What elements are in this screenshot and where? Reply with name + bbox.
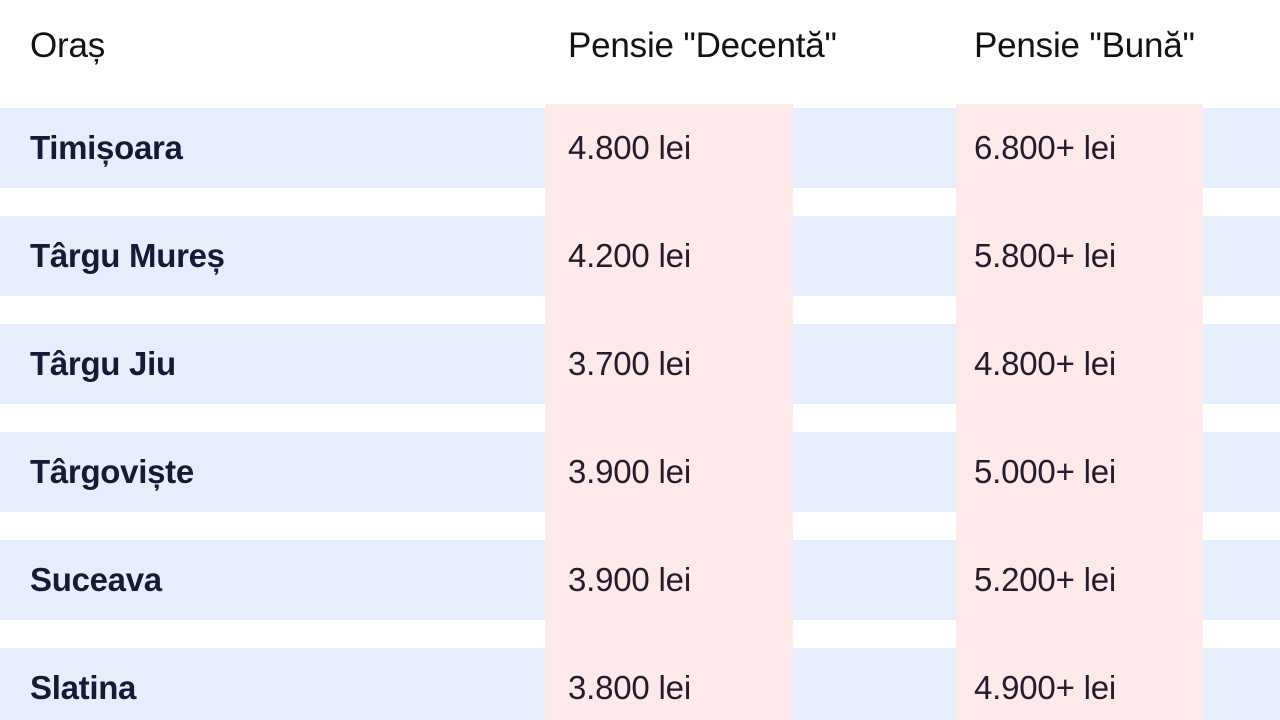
table-row: Târgu Mureș 4.200 lei 5.800+ lei xyxy=(0,216,1280,296)
cell-city: Târgu Mureș xyxy=(30,237,225,274)
cell-decent: 3.800 lei xyxy=(568,669,691,706)
cell-decent: 3.700 lei xyxy=(568,345,691,382)
cell-good: 4.900+ lei xyxy=(974,669,1117,706)
cell-good: 5.000+ lei xyxy=(974,453,1117,490)
cell-decent: 3.900 lei xyxy=(568,561,691,598)
cell-city: Slatina xyxy=(30,669,137,706)
cell-good: 5.200+ lei xyxy=(974,561,1117,598)
cell-good: 4.800+ lei xyxy=(974,345,1117,382)
cell-good: 5.800+ lei xyxy=(974,237,1117,274)
table-row: Târgoviște 3.900 lei 5.000+ lei xyxy=(0,432,1280,512)
cell-decent: 3.900 lei xyxy=(568,453,691,490)
cell-decent: 4.800 lei xyxy=(568,129,691,166)
column-header-good[interactable]: Pensie "Bună" xyxy=(974,26,1195,65)
cell-city: Suceava xyxy=(30,561,162,598)
table-header-row: Oraș Pensie "Decentă" Pensie "Bună" xyxy=(0,0,1280,104)
cell-good: 6.800+ lei xyxy=(974,129,1117,166)
table-row: Suceava 3.900 lei 5.200+ lei xyxy=(0,540,1280,620)
column-header-decent[interactable]: Pensie "Decentă" xyxy=(568,26,837,65)
column-header-city[interactable]: Oraș xyxy=(30,26,106,65)
table-row: Târgu Jiu 3.700 lei 4.800+ lei xyxy=(0,324,1280,404)
cell-decent: 4.200 lei xyxy=(568,237,691,274)
cell-city: Timișoara xyxy=(30,129,183,166)
table-row: Timișoara 4.800 lei 6.800+ lei xyxy=(0,108,1280,188)
cell-city: Târgoviște xyxy=(30,453,194,490)
table-row: Slatina 3.800 lei 4.900+ lei xyxy=(0,648,1280,720)
cell-city: Târgu Jiu xyxy=(30,345,176,382)
